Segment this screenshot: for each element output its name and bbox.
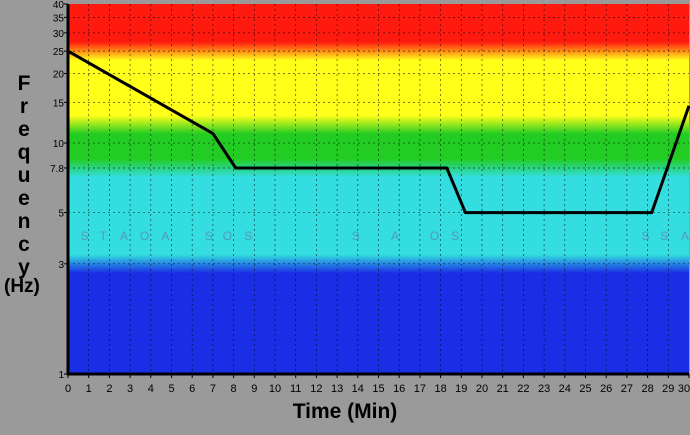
annotation-letter: A bbox=[681, 229, 689, 243]
x-tick-label: 15 bbox=[372, 383, 384, 395]
annotation-letter: S bbox=[352, 229, 360, 243]
x-tick-label: 28 bbox=[641, 383, 653, 395]
y-tick-label: 35 bbox=[53, 13, 65, 24]
annotation-letter: S bbox=[451, 229, 459, 243]
x-tick-label: 29 bbox=[662, 383, 674, 395]
x-tick-label: 4 bbox=[148, 383, 154, 395]
x-tick-label: 2 bbox=[106, 383, 112, 395]
y-tick-label: 7.8 bbox=[50, 164, 64, 175]
x-tick-label: 23 bbox=[538, 383, 550, 395]
annotation-letter: O bbox=[430, 229, 439, 243]
annotation-letter: S bbox=[205, 229, 213, 243]
y-axis-unit: (Hz) bbox=[4, 276, 40, 298]
y-axis-title-letter: c bbox=[12, 233, 36, 257]
y-axis-title-letter: e bbox=[12, 118, 36, 142]
annotation-letter: A bbox=[120, 229, 128, 243]
annotation-letter: S bbox=[81, 229, 89, 243]
x-tick-label: 7 bbox=[210, 383, 216, 395]
x-tick-label: 30 bbox=[678, 383, 690, 395]
annotation-letter: A bbox=[161, 229, 169, 243]
x-tick-label: 3 bbox=[127, 383, 133, 395]
x-tick-label: 16 bbox=[393, 383, 405, 395]
x-tick-label: 0 bbox=[65, 383, 71, 395]
y-tick-label: 5 bbox=[58, 209, 64, 220]
y-axis-title-letter: n bbox=[12, 210, 36, 234]
y-tick-label: 15 bbox=[53, 98, 65, 109]
y-tick-label: 3 bbox=[58, 260, 64, 271]
annotation-letter: S bbox=[642, 229, 650, 243]
y-tick-label: 1 bbox=[58, 370, 64, 381]
annotation-letter: O bbox=[223, 229, 232, 243]
x-tick-label: 26 bbox=[600, 383, 612, 395]
y-axis-title-letter: e bbox=[12, 187, 36, 211]
x-tick-label: 5 bbox=[168, 383, 174, 395]
x-tick-label: 27 bbox=[621, 383, 633, 395]
y-tick-label: 30 bbox=[53, 29, 65, 40]
y-tick-label: 40 bbox=[53, 0, 65, 11]
y-tick-label: 20 bbox=[53, 70, 65, 81]
x-tick-label: 24 bbox=[559, 383, 571, 395]
annotation-letter: S bbox=[244, 229, 252, 243]
x-tick-label: 19 bbox=[455, 383, 467, 395]
y-tick-label: 25 bbox=[53, 47, 65, 58]
x-tick-label: 10 bbox=[269, 383, 281, 395]
x-tick-label: 12 bbox=[310, 383, 322, 395]
y-axis-title-letter: r bbox=[12, 95, 36, 119]
annotation-letter: T bbox=[100, 229, 108, 243]
x-tick-label: 18 bbox=[434, 383, 446, 395]
y-axis-title-letter: F bbox=[12, 72, 36, 96]
x-tick-label: 1 bbox=[86, 383, 92, 395]
y-axis-title-letter: q bbox=[12, 141, 36, 165]
annotation-letter: A bbox=[391, 229, 399, 243]
x-tick-label: 22 bbox=[517, 383, 529, 395]
x-tick-label: 21 bbox=[497, 383, 509, 395]
annotation-letter: S bbox=[660, 229, 668, 243]
y-tick-label: 10 bbox=[53, 139, 65, 150]
x-tick-label: 9 bbox=[251, 383, 257, 395]
x-axis-title: Time (Min) bbox=[0, 400, 690, 424]
x-tick-label: 13 bbox=[331, 383, 343, 395]
x-tick-label: 8 bbox=[231, 383, 237, 395]
x-tick-label: 20 bbox=[476, 383, 488, 395]
y-axis-title-letter: u bbox=[12, 164, 36, 188]
x-tick-label: 14 bbox=[352, 383, 364, 395]
x-tick-label: 11 bbox=[290, 383, 301, 395]
x-tick-label: 6 bbox=[189, 383, 195, 395]
annotation-letter: O bbox=[140, 229, 149, 243]
x-tick-label: 17 bbox=[414, 383, 426, 395]
x-tick-label: 25 bbox=[579, 383, 591, 395]
